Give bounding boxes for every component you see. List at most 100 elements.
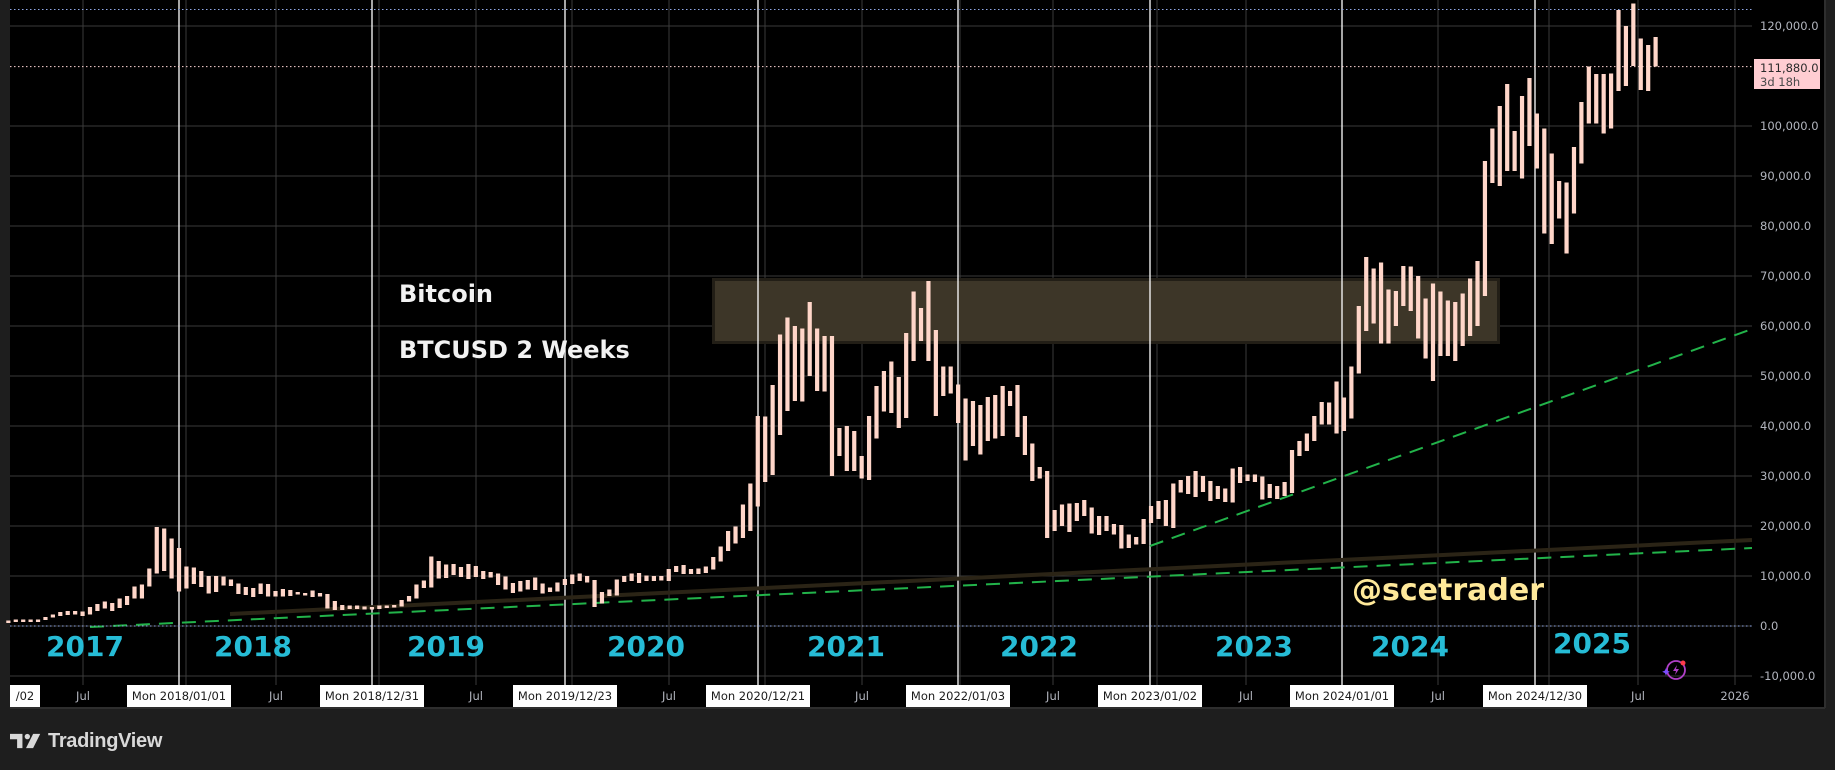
- price-bar: [236, 583, 241, 594]
- date-marker-label: /02: [16, 689, 35, 703]
- date-marker-box: [706, 685, 810, 707]
- price-bar: [265, 584, 271, 597]
- price-bar: [926, 281, 931, 361]
- price-bar: [258, 583, 263, 594]
- price-bar: [1586, 66, 1591, 124]
- price-bar: [154, 527, 159, 574]
- price-bar: [837, 428, 842, 456]
- price-bar: [362, 606, 367, 610]
- date-marker-box: [127, 685, 231, 707]
- price-bar: [50, 614, 55, 618]
- last-price-value: 111,880.0: [1760, 61, 1819, 75]
- brown-trendline[interactable]: [229, 538, 1753, 616]
- footer: TradingView: [10, 728, 162, 754]
- price-bar: [1200, 476, 1206, 492]
- price-bar: [473, 566, 478, 577]
- price-bar: [1327, 402, 1332, 425]
- price-bar: [696, 568, 701, 574]
- time-tick-label: 2026: [1720, 689, 1749, 703]
- price-tick-label: 40,000.0: [1760, 419, 1811, 433]
- year-label-2025: 2025: [1553, 627, 1631, 660]
- price-bar: [169, 538, 174, 579]
- price-bar: [1156, 501, 1161, 519]
- price-bar: [102, 601, 107, 609]
- price-bar: [1297, 441, 1302, 456]
- time-tick-label: Jul: [468, 689, 483, 703]
- price-bar: [592, 580, 597, 607]
- time-axis[interactable]: /02 Jul Mon 2018/01/01 Jul Mon 2018/12/31 Jul…: [10, 685, 1825, 709]
- price-bar: [852, 431, 857, 471]
- lightning-assistant-icon[interactable]: [1662, 660, 1686, 680]
- price-bar: [228, 579, 234, 586]
- price-bar: [1653, 37, 1658, 67]
- price-bar: [533, 577, 538, 590]
- price-bar: [503, 576, 508, 590]
- price-bar: [1111, 524, 1117, 535]
- price-bar: [1468, 278, 1473, 336]
- price-bar: [1423, 298, 1428, 359]
- green-dashed-trendline[interactable]: [1149, 328, 1753, 547]
- price-bar: [822, 336, 827, 392]
- price-bar: [1141, 519, 1146, 544]
- price-bar: [636, 573, 642, 583]
- price-bar: [726, 531, 731, 551]
- date-marker-box: [1483, 685, 1587, 707]
- trendlines[interactable]: [89, 328, 1753, 628]
- price-bar: [1594, 74, 1599, 124]
- price-bar: [110, 603, 115, 611]
- price-bar: [1601, 74, 1606, 134]
- green-dashed-trendline[interactable]: [89, 547, 1753, 628]
- price-bar: [1037, 467, 1042, 479]
- price-bar: [1252, 474, 1258, 482]
- price-bar: [35, 619, 41, 622]
- price-bar: [6, 620, 11, 623]
- price-bar: [1608, 73, 1614, 129]
- price-tick-label: 80,000.0: [1760, 219, 1811, 233]
- tradingview-brand[interactable]: TradingView: [48, 729, 163, 752]
- price-bar: [1371, 268, 1376, 324]
- price-bar: [65, 611, 70, 615]
- price-bar: [1505, 84, 1510, 171]
- price-bar: [436, 561, 441, 579]
- price-bar: [800, 328, 805, 402]
- date-marker-label: Mon 2019/12/23: [518, 689, 612, 703]
- time-tick-label: Jul: [1430, 689, 1445, 703]
- price-bar: [80, 611, 85, 616]
- price-bar: [1030, 443, 1035, 481]
- price-bar: [859, 456, 864, 479]
- price-bar: [392, 605, 397, 608]
- date-marker-box: [10, 685, 40, 707]
- chart-title: Bitcoin: [399, 280, 493, 308]
- price-bar: [1393, 291, 1398, 326]
- price-bar: [1082, 500, 1087, 516]
- price-bar: [570, 574, 575, 584]
- price-bar: [399, 600, 404, 607]
- price-bar: [993, 395, 998, 439]
- price-bar: [1022, 416, 1027, 455]
- price-bar: [918, 308, 924, 341]
- date-marker-box: [320, 685, 424, 707]
- price-bar: [1059, 504, 1065, 526]
- price-bar: [325, 594, 330, 609]
- price-bar: [429, 556, 434, 588]
- price-tick-label: 30,000.0: [1760, 469, 1811, 483]
- year-label-2018: 2018: [214, 630, 292, 663]
- time-tick-label: Jul: [661, 689, 676, 703]
- price-axis-bg[interactable]: [1752, 0, 1825, 708]
- tradingview-logo-icon[interactable]: [10, 732, 42, 750]
- price-bar: [340, 605, 345, 610]
- price-bar: [1260, 476, 1265, 500]
- price-bar: [117, 598, 122, 608]
- price-bar: [295, 592, 300, 595]
- year-label-2023: 2023: [1215, 630, 1293, 663]
- date-marker-label: Mon 2018/12/31: [325, 689, 419, 703]
- price-bar: [87, 607, 93, 615]
- price-bar: [1319, 402, 1324, 425]
- price-bar: [1267, 484, 1272, 498]
- price-axis[interactable]: 120,000.0 100,000.0 90,000.0 80,000.0 70,000…: [1752, 0, 1826, 708]
- price-bar: [614, 579, 619, 596]
- year-label-2019: 2019: [407, 630, 485, 663]
- price-bar: [540, 583, 545, 594]
- date-marker-label: Mon 2020/12/21: [711, 689, 805, 703]
